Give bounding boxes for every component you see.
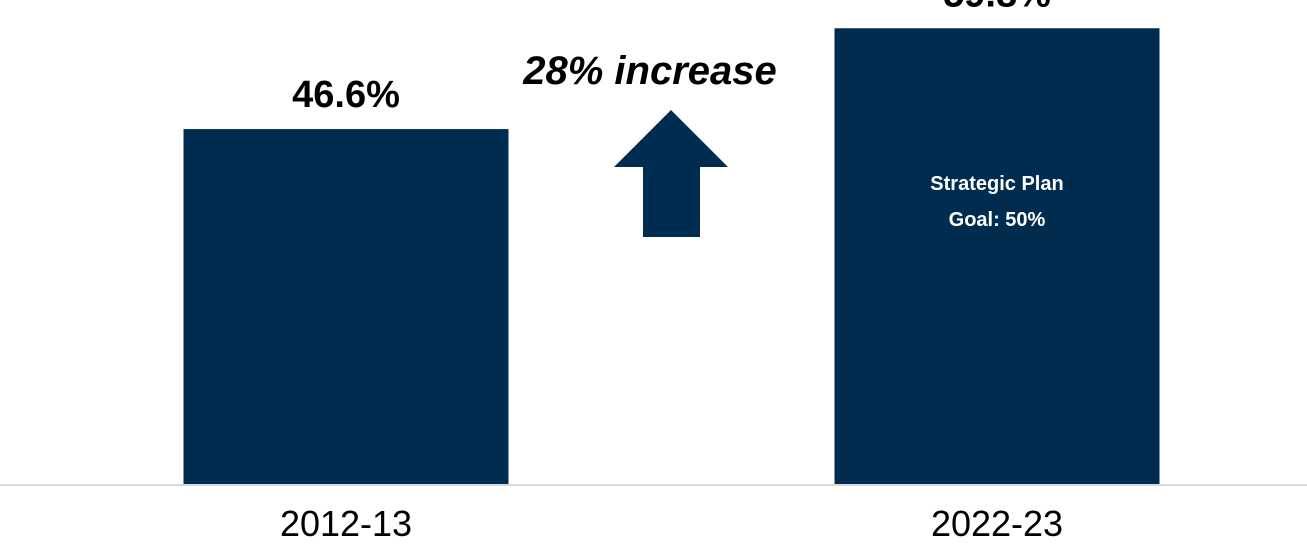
data-label-2022-23: 59.8% xyxy=(943,0,1051,15)
bars xyxy=(183,28,1160,486)
goal-annotation-line: Strategic Plan xyxy=(930,173,1063,195)
labels: 46.6% 2012-13 59.8% 2022-23 Strategic Plan Go… xyxy=(280,0,1064,544)
up-arrow-icon xyxy=(614,110,728,237)
goal-annotation-line: Goal: 50% xyxy=(949,209,1046,231)
increase-annotation: 28% increase xyxy=(522,49,777,93)
bar-2022-23 xyxy=(834,28,1160,486)
x-tick-label-2022-23: 2022-23 xyxy=(931,503,1063,544)
bar-2012-13 xyxy=(183,129,509,485)
data-label-2012-13: 46.6% xyxy=(292,74,400,116)
x-tick-label-2012-13: 2012-13 xyxy=(280,503,412,544)
